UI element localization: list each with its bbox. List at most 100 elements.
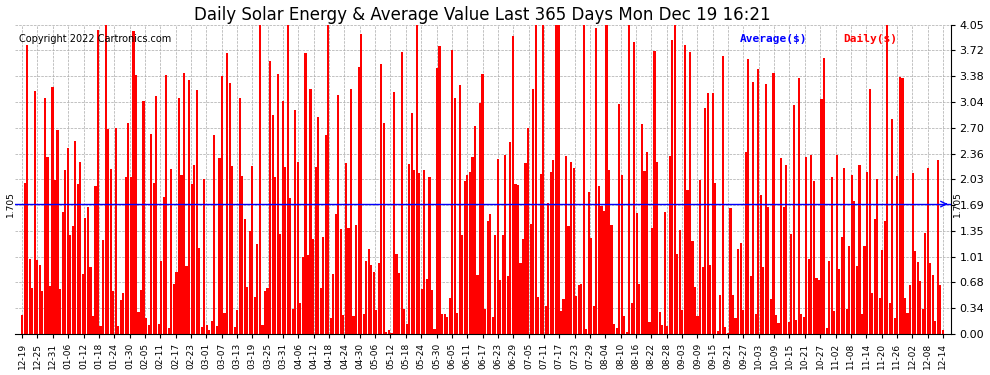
Bar: [525, 163, 527, 334]
Bar: [805, 157, 808, 334]
Bar: [836, 155, 838, 334]
Bar: [360, 34, 362, 334]
Bar: [917, 262, 919, 334]
Bar: [165, 75, 167, 334]
Bar: [128, 123, 130, 334]
Bar: [790, 234, 792, 334]
Bar: [843, 168, 845, 334]
Bar: [626, 332, 628, 334]
Bar: [775, 315, 777, 334]
Bar: [853, 201, 855, 334]
Bar: [714, 183, 717, 334]
Bar: [340, 230, 342, 334]
Bar: [256, 243, 258, 334]
Bar: [269, 61, 271, 334]
Bar: [74, 141, 76, 334]
Bar: [735, 318, 737, 334]
Bar: [634, 42, 636, 334]
Bar: [201, 327, 203, 334]
Bar: [603, 211, 605, 334]
Bar: [557, 25, 559, 334]
Bar: [689, 53, 691, 334]
Bar: [757, 69, 759, 334]
Bar: [486, 221, 489, 334]
Text: 1.705: 1.705: [953, 191, 962, 217]
Bar: [709, 264, 711, 334]
Bar: [355, 225, 357, 334]
Bar: [538, 297, 540, 334]
Bar: [492, 317, 494, 334]
Bar: [362, 314, 364, 334]
Bar: [686, 190, 688, 334]
Bar: [37, 260, 39, 334]
Bar: [707, 93, 709, 334]
Bar: [544, 306, 546, 334]
Bar: [29, 259, 31, 334]
Bar: [185, 266, 188, 334]
Bar: [494, 236, 496, 334]
Bar: [922, 309, 924, 334]
Bar: [927, 168, 929, 334]
Bar: [304, 53, 307, 334]
Bar: [593, 306, 595, 334]
Text: 1.705: 1.705: [6, 191, 15, 217]
Bar: [535, 25, 537, 334]
Bar: [426, 279, 428, 334]
Bar: [674, 25, 676, 334]
Bar: [390, 333, 393, 334]
Bar: [732, 296, 734, 334]
Bar: [79, 162, 81, 334]
Bar: [71, 226, 74, 334]
Bar: [352, 316, 354, 334]
Bar: [76, 184, 79, 334]
Bar: [276, 74, 279, 334]
Bar: [456, 313, 458, 334]
Bar: [327, 25, 330, 334]
Bar: [879, 297, 881, 334]
Bar: [653, 51, 655, 334]
Bar: [122, 293, 125, 334]
Bar: [398, 273, 400, 334]
Bar: [302, 257, 304, 334]
Bar: [712, 93, 714, 334]
Bar: [725, 327, 727, 334]
Bar: [416, 25, 418, 334]
Bar: [699, 180, 701, 334]
Bar: [941, 330, 944, 334]
Bar: [554, 25, 557, 334]
Bar: [663, 212, 665, 334]
Bar: [727, 333, 729, 334]
Bar: [173, 284, 175, 334]
Bar: [130, 177, 132, 334]
Bar: [372, 272, 375, 334]
Bar: [754, 315, 756, 334]
Bar: [930, 263, 932, 334]
Bar: [213, 135, 216, 334]
Bar: [749, 276, 751, 334]
Bar: [666, 326, 668, 334]
Bar: [598, 186, 600, 334]
Bar: [912, 173, 914, 334]
Bar: [611, 225, 613, 334]
Bar: [623, 316, 626, 334]
Bar: [476, 275, 478, 334]
Bar: [661, 325, 663, 334]
Bar: [668, 156, 671, 334]
Bar: [140, 290, 143, 334]
Bar: [881, 250, 883, 334]
Bar: [110, 169, 112, 334]
Bar: [317, 117, 319, 334]
Bar: [765, 84, 767, 334]
Bar: [616, 328, 618, 334]
Bar: [515, 184, 517, 334]
Bar: [234, 327, 236, 334]
Bar: [281, 101, 284, 334]
Bar: [904, 298, 906, 334]
Bar: [54, 180, 56, 334]
Bar: [297, 162, 299, 334]
Bar: [504, 154, 507, 334]
Bar: [211, 321, 213, 334]
Bar: [395, 254, 398, 334]
Bar: [590, 238, 592, 334]
Bar: [839, 269, 841, 334]
